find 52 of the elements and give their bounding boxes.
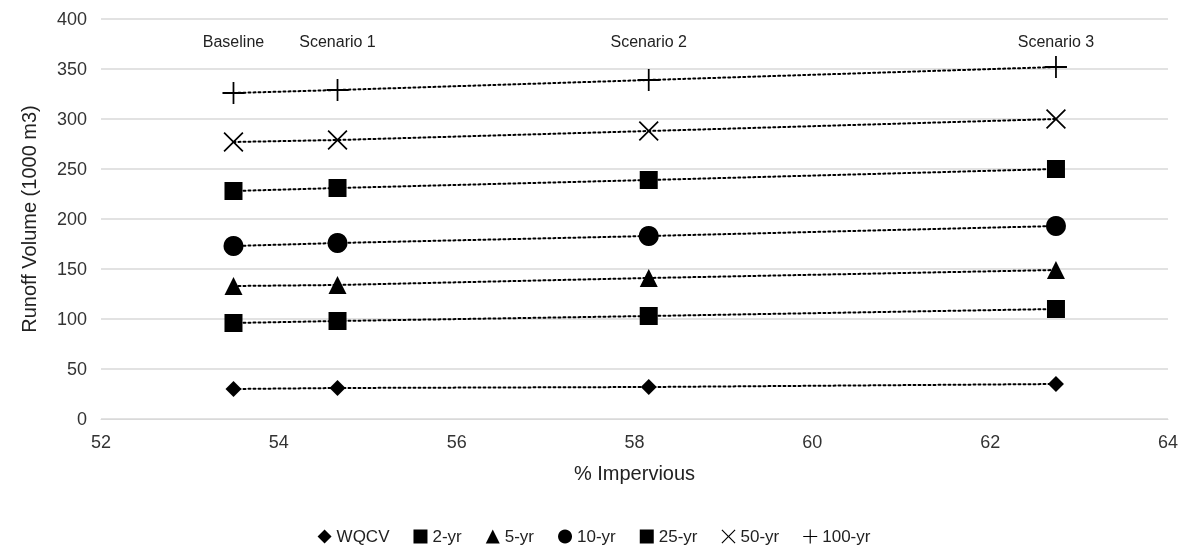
point: [328, 312, 347, 330]
y-tick-label: 200: [56, 209, 87, 229]
point: [328, 179, 347, 197]
legend-label: 10-yr: [577, 527, 617, 546]
annotation: Baseline: [202, 32, 265, 50]
point: [640, 379, 657, 395]
point: [224, 277, 243, 295]
y-tick-label: 400: [56, 9, 87, 29]
point: [327, 233, 348, 253]
point: [639, 307, 658, 325]
x-tick-label: 52: [90, 432, 112, 452]
point: [1045, 109, 1066, 129]
x-tick-label: 56: [446, 432, 467, 452]
annotation: Scenario 1: [299, 32, 376, 50]
point: [1046, 160, 1065, 178]
x-tick-label: 54: [268, 432, 289, 452]
point: [1046, 300, 1065, 318]
x-axis-title: % Impervious: [573, 462, 696, 484]
legend-label: WQCV: [336, 527, 391, 546]
x-tick-label: 60: [802, 432, 823, 452]
legend-label: 50-yr: [740, 527, 780, 546]
annotation: Scenario 2: [610, 32, 688, 50]
annotation: Scenario 3: [1017, 32, 1095, 50]
point: [637, 69, 660, 91]
x-tick-label: 58: [624, 432, 645, 452]
point: [1045, 216, 1066, 236]
point: [225, 381, 242, 397]
y-tick-label: 0: [76, 409, 87, 429]
point: [1044, 56, 1067, 78]
point: [224, 314, 243, 332]
point: [639, 269, 658, 287]
legend-label: 100-yr: [822, 527, 871, 546]
y-tick-label: 250: [56, 159, 87, 179]
point: [1046, 261, 1065, 279]
x-tick-label: 62: [980, 432, 1001, 452]
y-tick-label: 100: [56, 309, 87, 329]
point: [639, 171, 658, 189]
point: [1047, 376, 1064, 392]
x-tick-label: 64: [1157, 432, 1179, 452]
y-tick-label: 150: [56, 259, 87, 279]
legend-label: 2-yr: [432, 527, 463, 546]
point: [224, 182, 243, 200]
y-tick-label: 300: [56, 109, 87, 129]
point: [328, 276, 347, 294]
point: [329, 380, 346, 396]
y-tick-label: 50: [66, 359, 87, 379]
point: [223, 236, 244, 256]
y-axis-title: Runoff Volume (1000 m3): [18, 105, 40, 333]
legend-label: 25-yr: [658, 527, 698, 546]
y-tick-label: 350: [56, 59, 87, 79]
point: [638, 226, 659, 246]
legend-label: 5-yr: [504, 527, 535, 546]
